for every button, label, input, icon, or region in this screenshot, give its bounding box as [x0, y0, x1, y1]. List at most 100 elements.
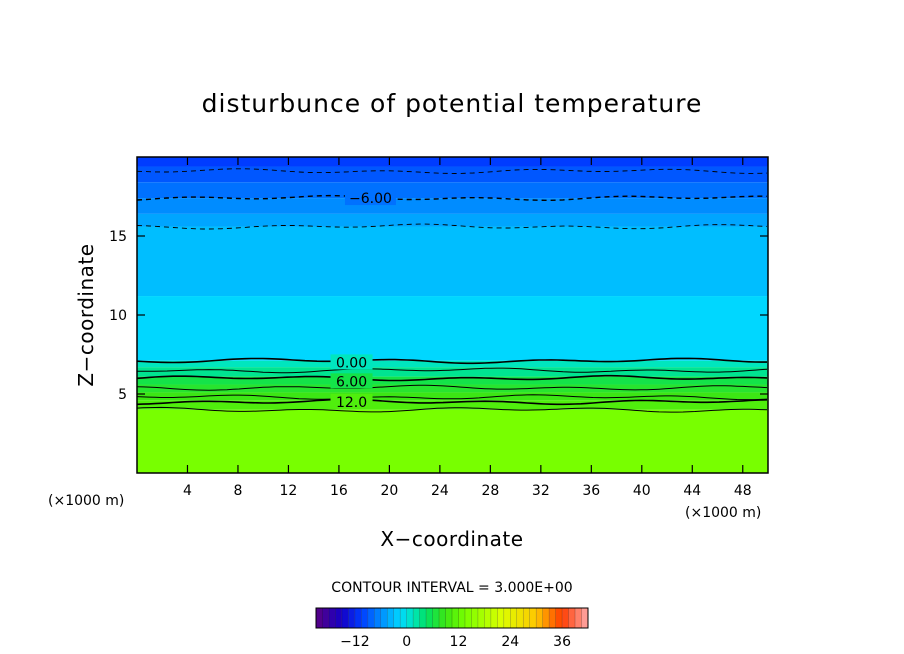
colorbar-cell-32 [523, 608, 530, 628]
colorbar-cell-8 [367, 608, 375, 628]
contour-label-bg-3 [330, 393, 373, 409]
colorbar-cell-21 [452, 608, 459, 628]
colorbar-cell-1 [322, 608, 329, 628]
solid-contour-2 [137, 374, 768, 382]
colorbar-tick-label-4: 36 [553, 634, 571, 650]
chart-title: disturbunce of potential temperature [202, 89, 703, 118]
contour-label-1: 0.00 [336, 355, 367, 371]
color-layer-8 [137, 367, 768, 377]
color-layer-9 [137, 376, 768, 385]
dashed-contour-0 [137, 168, 768, 174]
colorbar-cell-15 [413, 608, 420, 628]
contour-label-2: 6.00 [336, 374, 367, 390]
colorbar-cell-37 [555, 608, 563, 628]
colorbar-cell-38 [562, 608, 569, 628]
colorbar-cell-11 [387, 608, 394, 628]
contour-label-bg-2 [330, 373, 373, 389]
color-layer-11 [137, 392, 768, 401]
solid-contour-0 [137, 357, 767, 365]
color-layer-0 [137, 157, 768, 167]
colorbar-cell-27 [490, 608, 498, 628]
x-axis-ticks: 4 8 12 16 20 24 28 32 36 40 44 48 [183, 157, 752, 499]
x-axis-label: X−coordinate [380, 527, 523, 551]
color-layer-1 [137, 166, 768, 183]
colorbar-tick-label-0: −12 [340, 634, 370, 650]
color-layer-4 [137, 213, 768, 227]
colorbar-cell-20 [445, 608, 452, 628]
x-tick-label-3: 16 [330, 483, 348, 499]
colorbar-cell-28 [497, 608, 504, 628]
colorbar-cell-9 [374, 608, 381, 628]
solid-contour-1 [137, 367, 768, 374]
colorbar-cell-25 [477, 608, 485, 628]
colorbar-cell-0 [316, 608, 323, 628]
colorbar-cell-30 [510, 608, 517, 628]
colorbar-cell-33 [529, 608, 537, 628]
colorbar-cell-5 [348, 608, 355, 628]
colorbar-cell-24 [471, 608, 478, 628]
colorbar-cell-7 [361, 608, 368, 628]
y-tick-label-0: 5 [118, 387, 127, 403]
colorbar-cell-34 [536, 608, 543, 628]
colorbar-frame [315, 607, 589, 629]
colorbar-cell-23 [464, 608, 472, 628]
x-tick-label-9: 40 [633, 483, 651, 499]
colorbar-cell-35 [542, 608, 550, 628]
colorbar-cell-6 [354, 608, 362, 628]
colorbar-cell-18 [432, 608, 440, 628]
contour-lines [137, 168, 768, 413]
colorbar-cell-40 [575, 608, 582, 628]
colorbar-cell-17 [426, 608, 433, 628]
x-tick-label-10: 44 [683, 483, 701, 499]
colorbar-cell-36 [549, 608, 556, 628]
color-layer-7 [137, 360, 768, 368]
x-tick-label-4: 20 [380, 483, 398, 499]
x-tick-label-1: 8 [233, 483, 242, 499]
contour-labels: −6.00 0.00 6.00 12.0 [330, 190, 396, 411]
x-tick-label-2: 12 [280, 483, 298, 499]
colorbar-cell-2 [328, 608, 336, 628]
color-layer-10 [137, 384, 768, 393]
color-layer-2 [137, 182, 768, 199]
y-axis-ticks: 5 10 15 [109, 229, 768, 403]
x-tick-label-0: 4 [183, 483, 192, 499]
colorbar-cell-14 [406, 608, 414, 628]
colorbar-tick-label-2: 12 [450, 634, 468, 650]
colorbar-cell-12 [393, 608, 401, 628]
x-unit-label-left: (×1000 m) [48, 493, 124, 509]
colorbar-tick-label-3: 24 [501, 634, 519, 650]
colorbar-cell-41 [581, 608, 588, 628]
y-axis-label: Z−coordinate [74, 243, 98, 386]
colorbar-cell-29 [503, 608, 511, 628]
y-tick-label-1: 10 [109, 308, 127, 324]
contour-interval-text: CONTOUR INTERVAL = 3.000E+00 [331, 580, 572, 596]
colorbar-cell-4 [341, 608, 349, 628]
colorbar [316, 608, 588, 628]
colorbar-cell-26 [484, 608, 491, 628]
contour-label-3: 12.0 [336, 395, 367, 411]
colorbar-cell-39 [568, 608, 576, 628]
colorbar-cell-3 [335, 608, 342, 628]
color-layers [137, 157, 768, 473]
x-tick-label-6: 28 [481, 483, 499, 499]
colorbar-cell-10 [380, 608, 388, 628]
colorbar-cell-13 [400, 608, 407, 628]
color-layer-13 [137, 409, 768, 473]
colorbar-cell-22 [458, 608, 465, 628]
color-layer-5 [137, 226, 768, 297]
x-tick-label-8: 36 [582, 483, 600, 499]
solid-contour-3 [137, 384, 768, 391]
color-layer-3 [137, 198, 768, 214]
color-layer-6 [137, 296, 768, 361]
plot-area [137, 157, 768, 473]
y-tick-label-2: 15 [109, 229, 127, 245]
solid-contour-4 [137, 394, 768, 401]
colorbar-tick-label-1: 0 [402, 634, 411, 650]
solid-contour-6 [137, 406, 768, 413]
dashed-contour-1 [137, 194, 768, 201]
dashed-contour-2 [137, 223, 768, 230]
x-unit-label-right: (×1000 m) [685, 505, 761, 521]
colorbar-cell-16 [419, 608, 427, 628]
color-layer-12 [137, 400, 768, 410]
